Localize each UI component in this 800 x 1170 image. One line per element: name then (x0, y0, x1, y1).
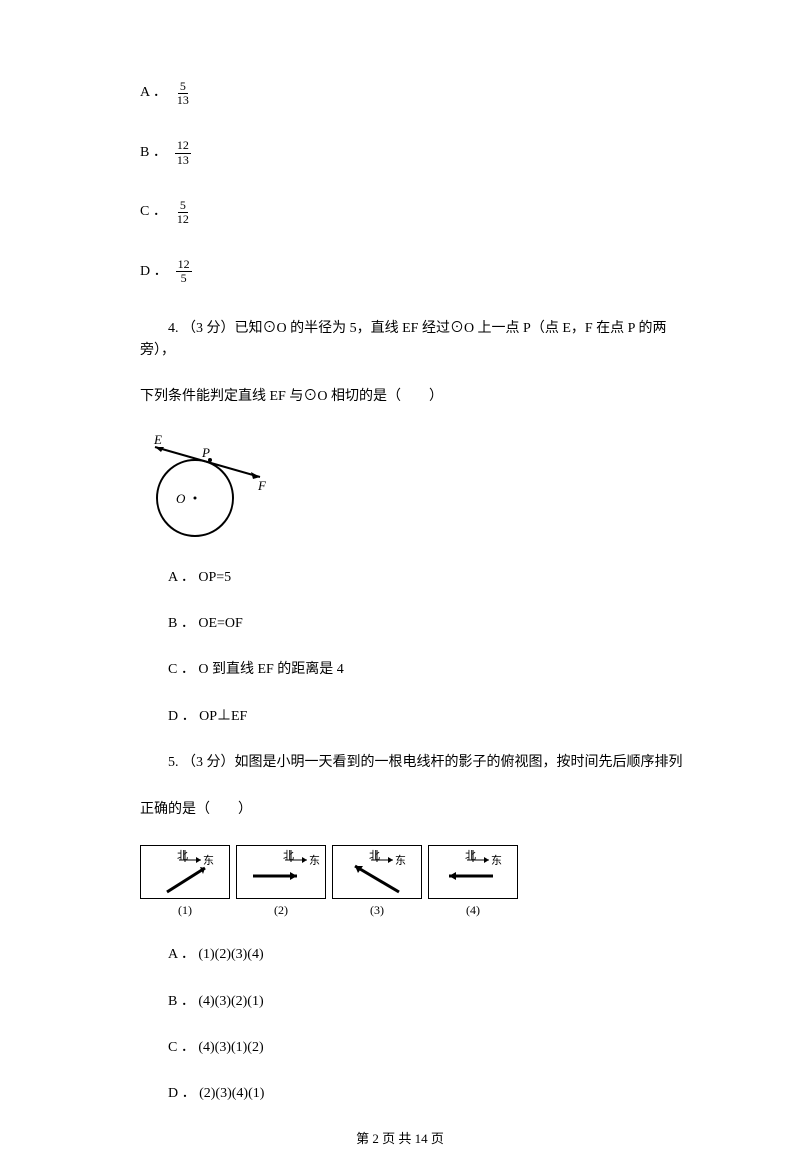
option-5B: B ． (4)(3)(2)(1) (140, 991, 700, 1013)
svg-text:东: 东 (395, 854, 406, 867)
question-5-line2: 正确的是（ ） (140, 799, 700, 821)
label-O: O (176, 491, 186, 506)
page-footer: 第 2 页 共 14 页 (0, 1129, 800, 1150)
option-label: A ． (140, 82, 167, 104)
option-5A: A ． (1)(2)(3)(4) (140, 944, 700, 966)
question-4-line1: 4. （3 分）已知⊙O 的半径为 5，直线 EF 经过⊙O 上一点 P（点 E… (140, 318, 700, 363)
thumb-3: 北 东 (3) (332, 845, 422, 920)
label-P: P (201, 445, 210, 460)
fraction: 5 13 (175, 80, 191, 107)
fraction: 12 13 (175, 139, 191, 166)
label-F: F (257, 478, 267, 493)
option-4A: A ． OP=5 (140, 567, 700, 589)
option-3A: A ． 5 13 (140, 80, 700, 107)
option-4C: C ． O 到直线 EF 的距离是 4 (140, 659, 700, 681)
thumb-2: 北 东 (2) (236, 845, 326, 920)
svg-text:东: 东 (309, 854, 320, 867)
option-5D: D ． (2)(3)(4)(1) (140, 1083, 700, 1105)
question-5-line1: 5. （3 分）如图是小明一天看到的一根电线杆的影子的俯视图，按时间先后顺序排列 (140, 752, 700, 774)
option-3C: C ． 5 12 (140, 199, 700, 226)
shadow-thumbnails: 北 东 (1) 北 东 (140, 845, 700, 920)
option-3D: D ． 12 5 (140, 258, 700, 285)
label-E: E (153, 433, 162, 447)
thumb-4: 北 东 (4) (428, 845, 518, 920)
option-label: D ． (140, 261, 168, 283)
option-4D: D ． OP⊥EF (140, 706, 700, 728)
fraction: 5 12 (175, 199, 191, 226)
option-3B: B ． 12 13 (140, 139, 700, 166)
fraction: 12 5 (176, 258, 192, 285)
option-label: C ． (140, 201, 167, 223)
figure-circle-tangent: E P F O (140, 433, 700, 543)
thumb-1: 北 东 (1) (140, 845, 230, 920)
svg-text:东: 东 (491, 854, 502, 867)
option-4B: B ． OE=OF (140, 613, 700, 635)
question-4-line2: 下列条件能判定直线 EF 与⊙O 相切的是（ ） (140, 386, 700, 408)
exam-page: A ． 5 13 B ． 12 13 C ． 5 12 D ． 12 5 4. … (0, 0, 800, 1170)
svg-text:东: 东 (203, 854, 214, 867)
option-label: B ． (140, 142, 167, 164)
option-5C: C ． (4)(3)(1)(2) (140, 1037, 700, 1059)
